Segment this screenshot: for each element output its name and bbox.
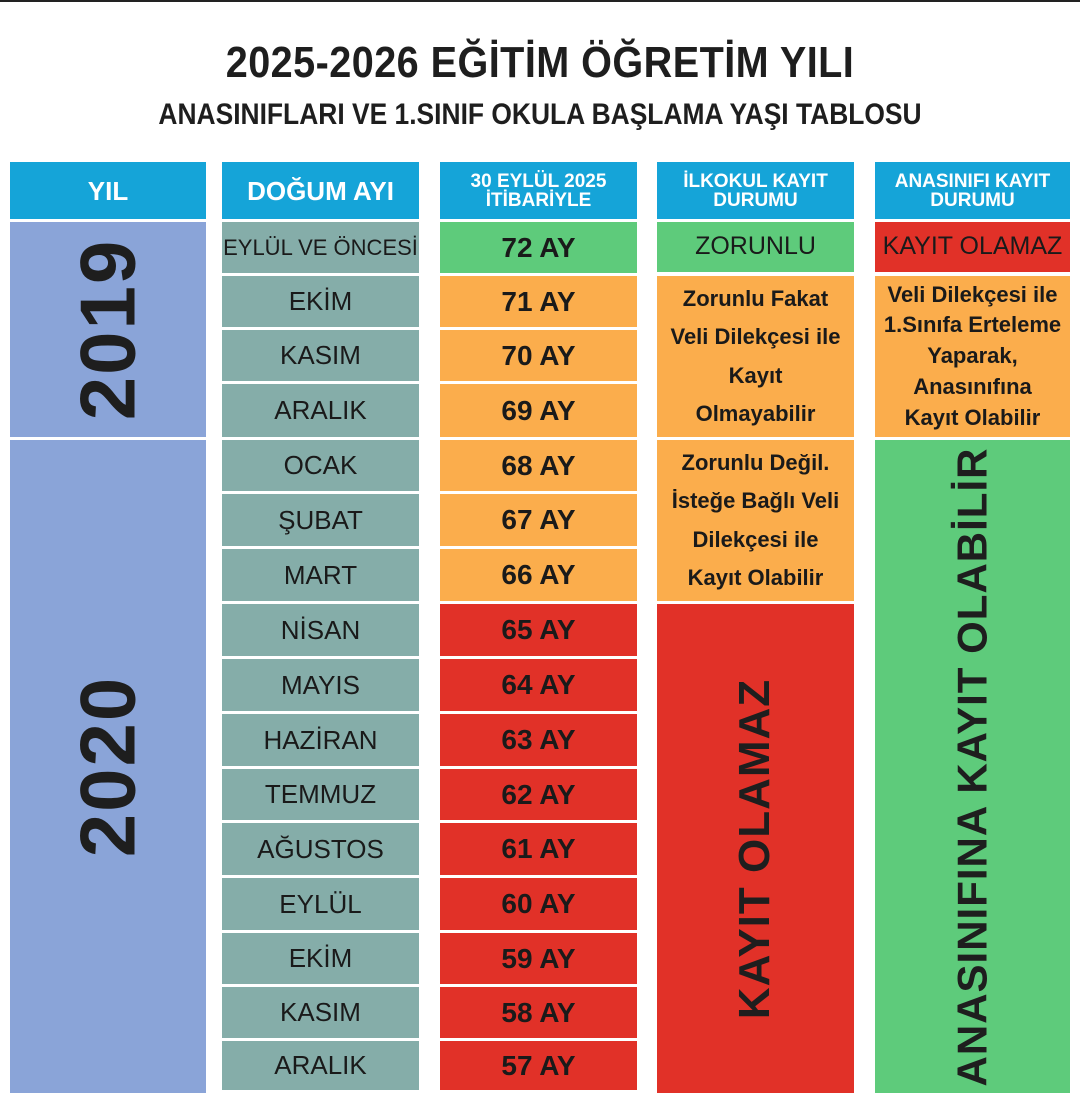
birth-month-cell: HAZİRAN <box>222 714 419 766</box>
header-primary-line2: DURUMU <box>713 189 798 211</box>
birth-month-cell: EKİM <box>222 276 419 327</box>
header-year: YIL <box>10 162 206 219</box>
birth-month-cell: MART <box>222 549 419 601</box>
primary-petition-line: Zorunlu Fakat <box>682 285 829 311</box>
birth-month-cell: KASIM <box>222 330 419 381</box>
header-kinder-line2: DURUMU <box>930 189 1015 211</box>
birth-month-cell: ARALIK <box>222 1041 419 1090</box>
kinder-allowed: ANASINIFINA KAYIT OLABİLİR <box>875 440 1070 1093</box>
year-2019-label: 2019 <box>63 238 152 421</box>
primary-petition-line: Olmayabilir <box>695 401 816 426</box>
birth-month-cell: ARALIK <box>222 384 419 437</box>
top-border <box>0 0 1080 2</box>
header-birth-month: DOĞUM AYI <box>222 162 419 219</box>
year-2020: 2020 <box>10 440 206 1093</box>
kinder-postpone: Veli Dilekçesi ile 1.Sınıfa Erteleme Yap… <box>875 276 1070 437</box>
kinder-postpone-line: 1.Sınıfa Erteleme <box>883 312 1062 338</box>
birth-month-cell: MAYIS <box>222 659 419 711</box>
primary-mandatory-petition: Zorunlu Fakat Veli Dilekçesi ile Kayıt O… <box>657 276 854 437</box>
age-cell: 69 AY <box>440 384 637 437</box>
age-cell: 58 AY <box>440 987 637 1038</box>
header-age-line1: 30 EYLÜL 2025 <box>470 170 607 192</box>
primary-petition-line: Kayıt <box>728 362 783 388</box>
kinder-allowed-label: ANASINIFINA KAYIT OLABİLİR <box>948 447 996 1086</box>
header-kinder-status: ANASINIFI KAYIT DURUMU <box>875 162 1070 219</box>
age-cell: 66 AY <box>440 549 637 601</box>
header-birth-month-label: DOĞUM AYI <box>247 175 394 206</box>
header-age-line2: İTİBARİYLE <box>485 189 592 211</box>
kinder-postpone-line: Anasınıfına <box>913 373 1032 399</box>
birth-month-cell: OCAK <box>222 440 419 491</box>
age-cell: 68 AY <box>440 440 637 491</box>
age-cell: 70 AY <box>440 330 637 381</box>
kinder-postpone-line: Veli Dilekçesi ile <box>887 281 1058 307</box>
age-cell: 64 AY <box>440 659 637 711</box>
kinder-postpone-line: Yaparak, <box>927 343 1018 369</box>
age-cell: 67 AY <box>440 494 637 546</box>
year-2019: 2019 <box>10 222 206 437</box>
birth-month-cell: TEMMUZ <box>222 769 419 820</box>
birth-month-cell: ŞUBAT <box>222 494 419 546</box>
header-age: 30 EYLÜL 2025 İTİBARİYLE <box>440 162 637 219</box>
age-cell: 71 AY <box>440 276 637 327</box>
primary-optional-line: İsteğe Bağlı Veli <box>671 488 840 513</box>
primary-optional-line: Zorunlu Değil. <box>681 449 830 475</box>
year-2020-label: 2020 <box>63 675 152 858</box>
birth-month-cell: AĞUSTOS <box>222 823 419 875</box>
age-cell: 63 AY <box>440 714 637 766</box>
primary-optional-line: Dilekçesi ile <box>692 526 819 552</box>
kinder-not-allowed: KAYIT OLAMAZ <box>875 222 1070 272</box>
age-cell: 60 AY <box>440 878 637 930</box>
age-cell: 59 AY <box>440 933 637 984</box>
header-primary-status: İLKOKUL KAYIT DURUMU <box>657 162 854 219</box>
age-cell: 61 AY <box>440 823 637 875</box>
age-cell: 65 AY <box>440 604 637 656</box>
primary-not-allowed-label: KAYIT OLAMAZ <box>730 678 780 1019</box>
header-year-label: YIL <box>87 175 129 206</box>
age-cell: 62 AY <box>440 769 637 820</box>
primary-optional: Zorunlu Değil. İsteğe Bağlı Veli Dilekçe… <box>657 440 854 601</box>
birth-month-cell: EYLÜL VE ÖNCESİ <box>222 222 419 273</box>
primary-not-allowed: KAYIT OLAMAZ <box>657 604 854 1093</box>
primary-optional-line: Kayıt Olabilir <box>687 565 824 590</box>
birth-month-cell: NİSAN <box>222 604 419 656</box>
header-kinder-line1: ANASINIFI KAYIT <box>894 170 1051 192</box>
birth-month-cell: KASIM <box>222 987 419 1038</box>
kinder-postpone-line: Kayıt Olabilir <box>904 404 1041 430</box>
page-subtitle: ANASINIFLARI VE 1.SINIF OKULA BAŞLAMA YA… <box>158 98 922 131</box>
primary-mandatory: ZORUNLU <box>657 222 854 272</box>
age-cell: 57 AY <box>440 1041 637 1090</box>
birth-month-cell: EKİM <box>222 933 419 984</box>
primary-petition-line: Veli Dilekçesi ile <box>670 324 841 349</box>
age-cell: 72 AY <box>440 222 637 273</box>
kinder-not-allowed-label: KAYIT OLAMAZ <box>882 232 1063 261</box>
header-primary-line1: İLKOKUL KAYIT <box>683 170 828 192</box>
birth-month-cell: EYLÜL <box>222 878 419 930</box>
page-title: 2025-2026 EĞİTİM ÖĞRETİM YILI <box>225 38 855 87</box>
primary-mandatory-label: ZORUNLU <box>695 232 816 261</box>
